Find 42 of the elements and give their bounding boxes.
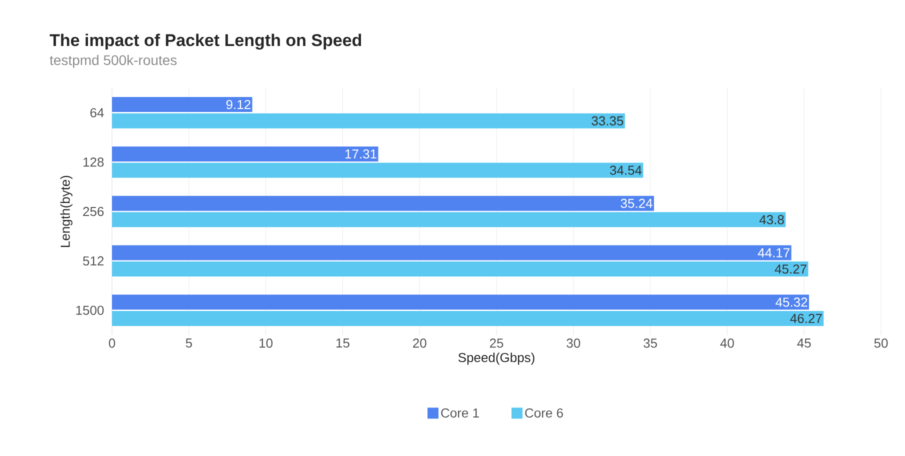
bar	[112, 212, 786, 228]
x-tick-label: 10	[260, 338, 273, 348]
y-tick-label: 256	[83, 206, 104, 216]
data-label: 43.8	[759, 215, 784, 224]
chart-subtitle: testpmd 500k-routes	[50, 54, 177, 68]
bar	[112, 196, 654, 211]
y-tick-label: 1500	[76, 306, 104, 315]
x-tick-label: 25	[490, 338, 504, 348]
y-axis-title: Length(byte)	[60, 176, 72, 247]
bar	[112, 294, 810, 310]
data-label: 9.12	[226, 100, 250, 110]
bar	[112, 97, 252, 112]
x-tick-label: 40	[720, 338, 734, 348]
y-tick-label: 512	[83, 256, 104, 266]
data-label: 45.32	[776, 298, 808, 307]
x-tick-label: 45	[797, 338, 811, 348]
x-tick-label: 50	[874, 338, 888, 348]
x-axis-title: Speed(Gbps)	[458, 352, 534, 365]
data-label: 35.24	[620, 198, 652, 208]
x-tick-label: 0	[108, 338, 116, 348]
data-label: 33.35	[592, 116, 624, 126]
data-label: 46.27	[790, 314, 822, 324]
bar	[112, 245, 792, 260]
bar	[112, 162, 644, 178]
legend-label: Core 6	[525, 408, 563, 418]
bar	[112, 113, 625, 128]
bar	[112, 146, 378, 162]
bar	[112, 262, 808, 277]
x-tick-label: 15	[336, 338, 350, 348]
legend-label: Core 1	[441, 408, 479, 418]
chart-title: The impact of Packet Length on Speed	[50, 34, 362, 50]
y-tick-label: 64	[90, 108, 104, 118]
data-label: 17.31	[345, 149, 376, 159]
data-label: 44.17	[758, 248, 790, 258]
x-tick-label: 5	[186, 338, 192, 348]
x-tick-label: 35	[644, 338, 657, 348]
bar	[112, 310, 824, 326]
x-tick-label: 30	[566, 338, 580, 348]
x-tick-label: 20	[413, 338, 426, 348]
data-label: 45.27	[774, 264, 806, 274]
data-label: 34.54	[610, 166, 642, 175]
y-tick-label: 128	[84, 158, 104, 167]
